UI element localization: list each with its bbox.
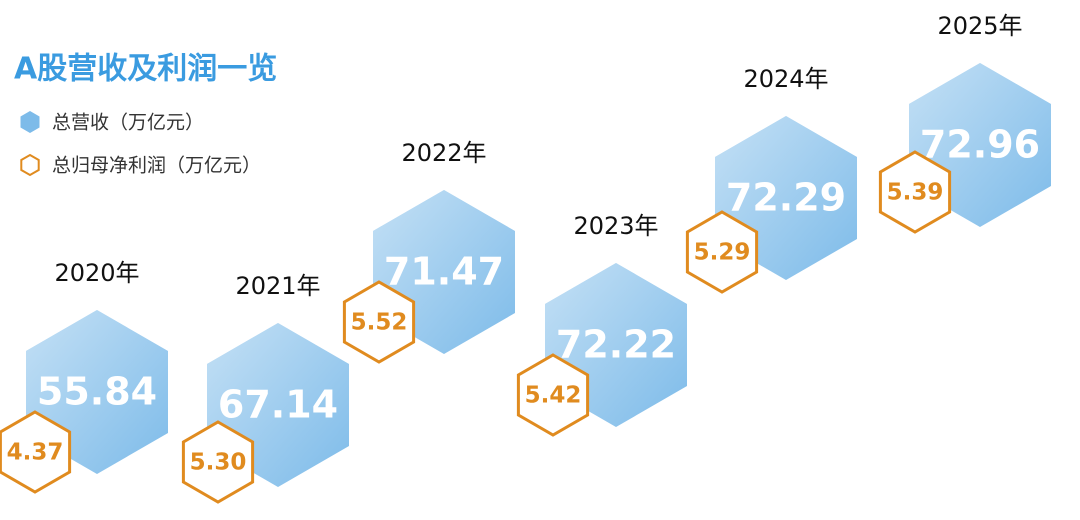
chart-title: A股营收及利润一览 [14, 52, 277, 87]
legend-label: 总归母净利润（万亿元） [52, 155, 261, 177]
value-label: 55.84 [37, 370, 157, 414]
profit-hexagon [0, 410, 72, 494]
x-tick-label: 2020年 [54, 259, 139, 287]
legend-label: 总营收（万亿元） [52, 112, 204, 134]
value-label: 5.29 [694, 240, 751, 266]
value-label: 67.14 [218, 383, 338, 427]
x-tick-label: 2025年 [937, 12, 1022, 40]
x-tick-label: 2022年 [401, 139, 486, 167]
profit-hexagon [181, 420, 255, 504]
value-label: 5.42 [525, 383, 582, 409]
value-label: 5.52 [351, 310, 408, 336]
value-label: 72.96 [920, 123, 1040, 167]
value-label: 4.37 [7, 440, 64, 466]
x-tick-label: 2024年 [743, 65, 828, 93]
profit-hexagon [685, 210, 759, 294]
x-tick-label: 2023年 [573, 212, 658, 240]
legend-swatch [20, 153, 40, 177]
value-label: 71.47 [384, 250, 504, 294]
x-tick-label: 2021年 [235, 272, 320, 300]
value-label: 5.30 [190, 450, 247, 476]
value-label: 72.29 [726, 176, 846, 220]
value-label: 72.22 [556, 323, 676, 367]
profit-hexagon [878, 150, 952, 234]
profit-hexagon [516, 353, 590, 437]
profit-hexagon [342, 280, 416, 364]
value-label: 5.39 [887, 180, 944, 206]
legend-swatch [20, 111, 40, 133]
